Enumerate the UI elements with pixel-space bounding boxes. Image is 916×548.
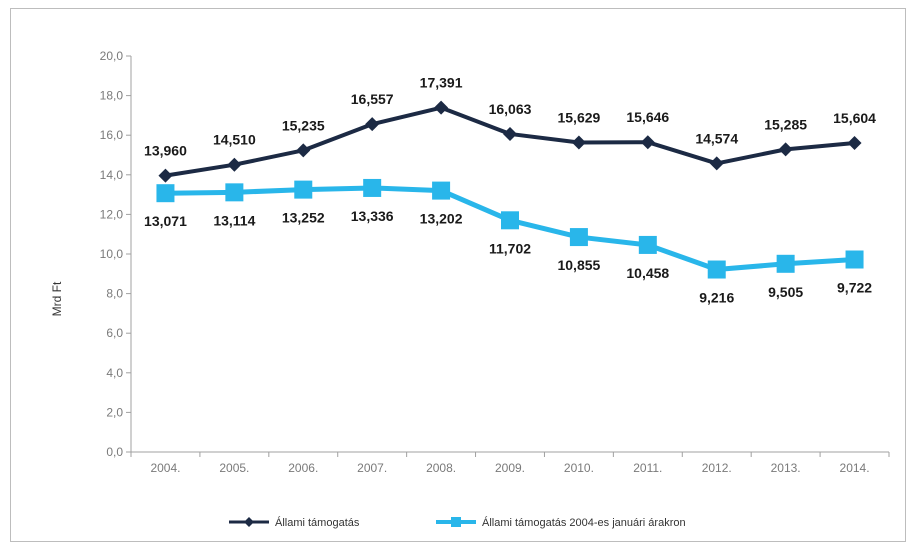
y-tick-label: 2,0 [106,405,123,419]
chart-frame: 0,0 2,0 4,0 6,0 8,0 10,0 12,0 14,0 16,0 18,0 20,0 … [10,8,906,542]
data-label: 13,336 [351,208,394,224]
square-marker [363,178,382,197]
x-tick-label: 2008. [426,461,456,475]
data-label: 13,202 [420,211,463,227]
square-marker [845,250,864,269]
y-tick-label: 0,0 [106,445,123,459]
y-tick-label: 16,0 [100,128,124,142]
line-chart: 0,02,04,06,08,010,012,014,016,018,020,0 … [50,49,890,529]
data-label: 13,960 [144,143,187,159]
data-label: 11,702 [489,240,531,256]
diamond-marker [227,157,242,172]
data-label: 9,505 [768,284,803,300]
square-marker [638,235,657,254]
data-labels: 13,960 14,510 15,235 16,557 17,391 16,063 15,6… [144,75,876,306]
data-label: 13,114 [213,212,255,228]
x-tick-label: 2010. [564,461,594,475]
square-marker [156,184,175,203]
diamond-marker [778,142,793,157]
diamond-marker [158,168,173,183]
x-tick-label: 2013. [771,461,801,475]
data-label: 15,285 [764,116,807,132]
legend: Állami támogatás Állami támogatás 2004-es… [229,516,686,529]
diamond-marker [503,126,517,141]
data-label: 13,252 [282,210,325,226]
series-group [156,100,864,279]
legend-item: Állami támogatás 2004-es januári árakron [436,516,686,529]
data-label: 15,646 [626,109,669,125]
x-tick-labels: 2004. 2005. 2006. 2007. 2008. 2009. 2010. 2011.… [150,461,869,475]
x-tick-label: 2012. [702,461,732,475]
diamond-marker [365,117,380,132]
legend-item: Állami támogatás [229,516,360,529]
y-tick-label: 18,0 [100,89,124,103]
data-label: 13,071 [144,213,187,229]
legend-label: Állami támogatás [275,516,360,529]
data-label: 14,510 [213,132,256,148]
data-label: 15,604 [833,110,876,126]
diamond-marker [434,100,449,115]
series-2 [156,178,864,279]
y-tick-label: 12,0 [100,207,124,221]
axes [126,55,890,457]
diamond-marker [571,135,586,150]
y-axis-title: Mrd Ft [50,281,64,316]
x-tick-label: 2011. [633,461,662,475]
data-label: 9,216 [699,290,734,306]
data-label: 14,574 [695,130,738,146]
legend-square-marker [451,517,461,527]
y-tick-labels: 0,0 2,0 4,0 6,0 8,0 10,0 12,0 14,0 16,0 18,0 20,0 [100,49,124,459]
y-tick-label: 10,0 [100,247,124,261]
square-marker [432,181,451,200]
data-label: 15,235 [282,117,325,133]
diamond-marker [709,156,724,171]
series-line [165,105,855,178]
data-label: 10,458 [626,265,669,281]
data-label: 16,063 [489,101,532,117]
diamond-marker [296,143,311,158]
x-tick-label: 2007. [357,461,387,475]
square-marker [776,254,795,273]
data-label: 15,629 [557,110,600,126]
x-tick-label: 2006. [288,461,318,475]
x-tick-label: 2009. [495,461,525,475]
legend-label: Állami támogatás 2004-es januári árakron [482,516,686,529]
data-label: 16,557 [351,91,394,107]
square-marker [501,211,519,230]
x-tick-label: 2004. [150,461,180,475]
data-label: 17,391 [420,75,463,91]
data-label: 10,855 [557,257,600,273]
data-label: 9,722 [837,280,872,296]
x-tick-label: 2014. [840,461,870,475]
x-tick-label: 2005. [219,461,249,475]
diamond-marker [640,135,655,150]
square-marker [294,180,313,199]
y-tick-label: 14,0 [100,168,124,182]
y-tick-label: 20,0 [100,49,124,63]
diamond-marker [847,136,862,151]
square-marker [707,260,726,279]
y-tick-label: 6,0 [106,326,123,340]
square-marker [225,183,244,202]
series-1 [158,100,862,183]
y-tick-label: 8,0 [106,287,123,301]
y-tick-label: 4,0 [106,366,123,380]
square-marker [569,228,588,247]
legend-diamond-marker [244,517,254,527]
